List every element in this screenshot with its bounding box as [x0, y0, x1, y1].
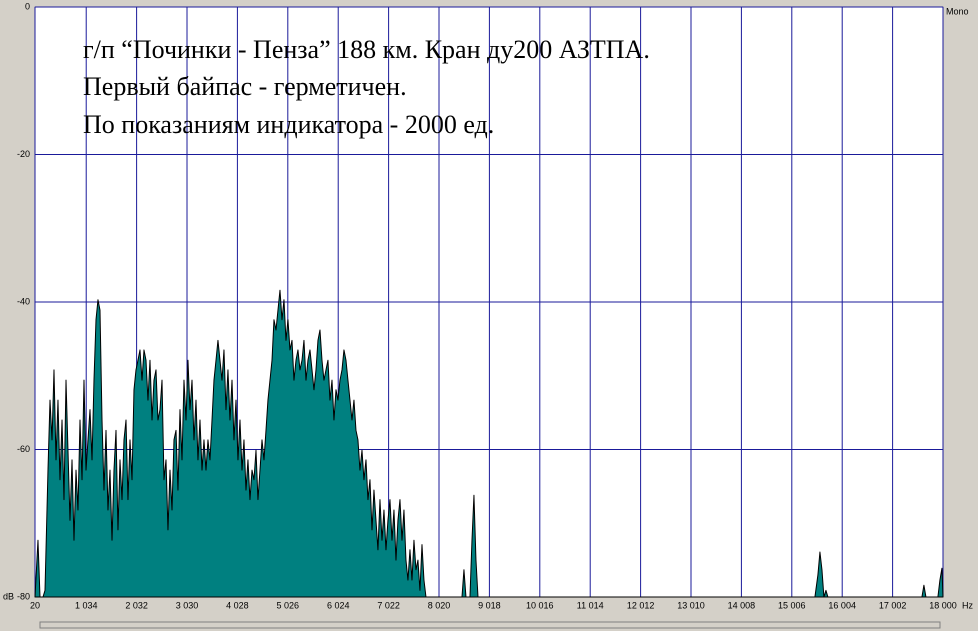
x-tick-label: 2 032: [125, 600, 148, 610]
x-tick-label: 7 022: [377, 600, 400, 610]
x-tick-label: 10 016: [526, 600, 554, 610]
x-tick-label: 9 018: [478, 600, 501, 610]
x-tick-label: 14 008: [728, 600, 756, 610]
y-tick-label: -60: [17, 444, 30, 454]
y-tick-label: -20: [17, 149, 30, 159]
x-tick-label: 16 004: [828, 600, 856, 610]
x-tick-label: 1 034: [75, 600, 98, 610]
scrollbar[interactable]: [39, 621, 941, 629]
x-tick-label: 8 020: [428, 600, 451, 610]
x-tick-label: 6 024: [327, 600, 350, 610]
spectrum-area: [34, 289, 944, 598]
x-tick-label: 18 000: [929, 600, 957, 610]
annotation: Первый байпас - герметичен.: [83, 72, 407, 101]
x-tick-label: 12 012: [627, 600, 655, 610]
annotation: г/п “Починки - Пенза” 188 км. Кран ду200…: [83, 35, 650, 64]
x-tick-label: 13 010: [677, 600, 705, 610]
y-axis-label: dB: [3, 591, 14, 601]
annotation: По показаниям индикатора - 2000 ед.: [83, 110, 494, 139]
grid: [34, 6, 944, 598]
channel-label: Mono: [946, 6, 969, 16]
x-tick-label: 20: [30, 600, 40, 610]
marks: [34, 289, 944, 598]
x-tick-label: 17 002: [879, 600, 907, 610]
y-tick-label: -80: [17, 591, 30, 601]
x-tick-label: 15 006: [778, 600, 806, 610]
x-tick-label: 11 014: [577, 600, 604, 610]
x-tick-label: 4 028: [226, 600, 249, 610]
x-axis-label: Hz: [962, 600, 973, 610]
y-tick-label: 0: [25, 1, 30, 11]
x-tick-label: 5 026: [277, 600, 300, 610]
x-tick-label: 3 030: [176, 600, 199, 610]
y-tick-label: -40: [17, 296, 30, 306]
